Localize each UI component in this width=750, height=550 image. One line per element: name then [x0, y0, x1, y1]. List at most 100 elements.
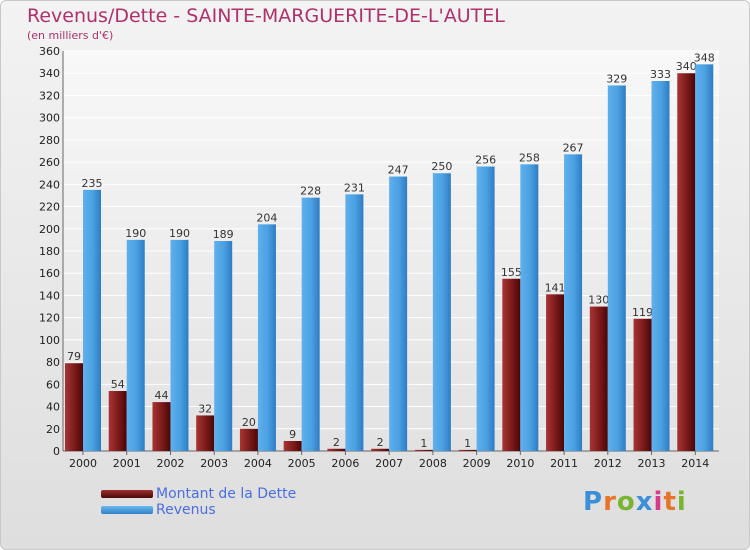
y-tick-label: 260 [39, 156, 60, 169]
x-tick-label: 2001 [113, 457, 141, 470]
data-label-dette: 119 [632, 306, 653, 319]
data-label-revenus: 258 [519, 151, 540, 164]
y-tick-label: 120 [39, 312, 60, 325]
y-tick-label: 40 [46, 401, 60, 414]
bar-revenus [520, 164, 539, 452]
y-tick-label: 100 [39, 334, 60, 347]
x-tick-label: 2002 [156, 457, 184, 470]
chart-title: Revenus/Dette - SAINTE-MARGUERITE-DE-L'A… [27, 5, 505, 27]
data-label-dette: 32 [198, 402, 212, 415]
y-tick-label: 320 [39, 89, 60, 102]
logo-letter: o [616, 487, 636, 517]
bar-revenus [257, 224, 276, 451]
chart-subtitle: (en milliers d'€) [27, 29, 114, 42]
y-tick-label: 160 [39, 267, 60, 280]
data-label-revenus: 348 [694, 51, 715, 64]
logo-letter: P [583, 487, 604, 517]
data-label-dette: 1 [464, 437, 471, 450]
y-tick-label: 340 [39, 67, 60, 80]
bar-revenus [345, 194, 364, 452]
x-tick-label: 2000 [69, 457, 97, 470]
data-label-dette: 20 [242, 416, 256, 429]
bar-dette [152, 402, 171, 451]
bar-dette [108, 391, 127, 451]
data-label-revenus: 190 [125, 227, 146, 240]
bar-dette [239, 428, 258, 451]
bar-revenus [607, 85, 626, 451]
x-tick-label: 2010 [506, 457, 534, 470]
bar-revenus [476, 166, 495, 452]
legend-label-dette: Montant de la Dette [156, 486, 297, 502]
y-tick-label: 60 [46, 378, 60, 391]
bar-dette [502, 278, 521, 451]
y-tick-label: 280 [39, 134, 60, 147]
bar-revenus [126, 239, 145, 451]
bar-dette [589, 306, 608, 451]
y-tick-label: 220 [39, 201, 60, 214]
bar-revenus [564, 154, 583, 452]
data-label-revenus: 189 [213, 228, 234, 241]
y-tick-label: 200 [39, 223, 60, 236]
x-tick-label: 2004 [244, 457, 272, 470]
y-tick-label: 80 [46, 356, 60, 369]
bar-revenus [301, 197, 320, 451]
bar-dette [371, 448, 390, 451]
bar-revenus [389, 176, 408, 452]
bar-dette [196, 415, 215, 451]
x-tick-label: 2013 [638, 457, 666, 470]
logo-letter: t [663, 487, 677, 517]
bar-dette [327, 448, 346, 451]
data-label-revenus: 231 [344, 181, 365, 194]
data-label-dette: 340 [676, 60, 697, 73]
bar-revenus [170, 239, 189, 451]
bar-revenus [214, 241, 233, 451]
logo-letter: i [653, 487, 664, 517]
y-tick-label: 300 [39, 112, 60, 125]
y-tick-label: 20 [46, 423, 60, 436]
proxiti-logo: Proxiti [583, 487, 687, 517]
data-label-revenus: 267 [563, 141, 584, 154]
logo-letter: x [635, 487, 654, 517]
legend-label-revenus: Revenus [156, 502, 216, 518]
data-label-revenus: 204 [256, 211, 277, 224]
x-tick-label: 2011 [550, 457, 578, 470]
x-tick-label: 2007 [375, 457, 403, 470]
y-tick-label: 140 [39, 289, 60, 302]
bar-dette [414, 449, 433, 451]
y-tick-label: 240 [39, 178, 60, 191]
bar-dette [283, 441, 302, 451]
bar-revenus [651, 81, 670, 451]
bar-revenus [83, 189, 101, 451]
data-label-dette: 2 [333, 436, 340, 449]
data-label-dette: 155 [501, 266, 522, 279]
x-tick-label: 2006 [331, 457, 359, 470]
data-label-revenus: 228 [300, 185, 321, 198]
data-label-revenus: 250 [431, 160, 452, 173]
data-label-dette: 141 [545, 281, 566, 294]
data-label-revenus: 329 [606, 72, 627, 85]
data-label-revenus: 333 [650, 68, 671, 81]
legend-swatch-dette [101, 490, 153, 498]
data-label-revenus: 247 [388, 164, 409, 177]
data-label-dette: 130 [588, 294, 609, 307]
bar-dette [458, 449, 477, 451]
bar-dette [65, 363, 83, 451]
x-tick-label: 2005 [288, 457, 316, 470]
bar-dette [633, 318, 652, 451]
y-tick-label: 0 [53, 445, 60, 458]
bar-revenus [695, 64, 714, 452]
bar-dette [677, 73, 696, 451]
legend-swatch-revenus [101, 506, 153, 514]
bar-revenus [432, 173, 451, 451]
x-tick-label: 2009 [463, 457, 491, 470]
y-tick-label: 180 [39, 245, 60, 258]
data-label-revenus: 190 [169, 227, 190, 240]
x-tick-label: 2012 [594, 457, 622, 470]
data-label-dette: 2 [377, 436, 384, 449]
x-tick-label: 2003 [200, 457, 228, 470]
data-label-dette: 79 [67, 350, 81, 363]
data-label-dette: 9 [289, 428, 296, 441]
y-tick-label: 360 [39, 45, 60, 58]
